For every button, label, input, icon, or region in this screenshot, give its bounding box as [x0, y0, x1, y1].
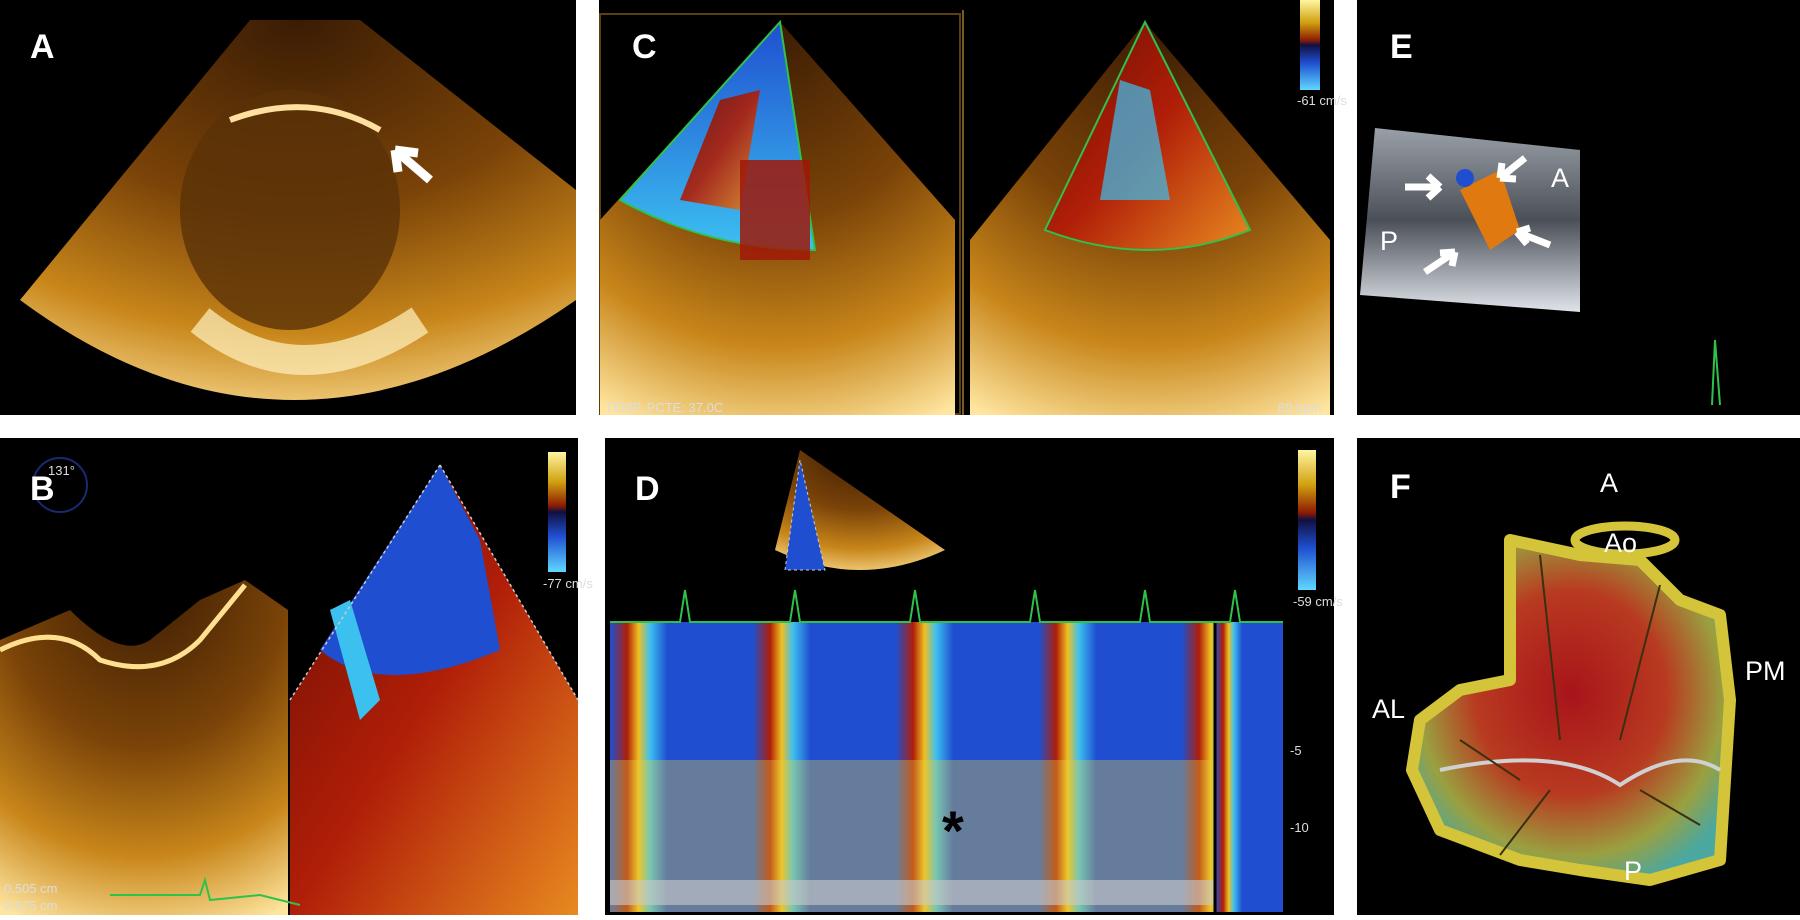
panel-a: A [0, 0, 576, 415]
depth-tick-5: -5 [1290, 743, 1302, 758]
posterior-label: P [1380, 226, 1398, 256]
panel-e: A P E [1357, 0, 1800, 415]
anterior-label: A [1551, 163, 1569, 193]
scale-min-label: -77 cm/s [543, 576, 593, 591]
ecg-trace [610, 589, 1283, 623]
ecg-trace [1711, 339, 1721, 406]
heart-rate-readout: 89 bpm [1278, 400, 1321, 415]
anterolateral-label: AL [1372, 694, 1405, 724]
aorta-label: Ao [1604, 528, 1637, 558]
panel-label-c: C [632, 28, 657, 66]
3d-color-volume [1360, 128, 1580, 312]
anterior-label: A [1600, 468, 1618, 498]
scale-min-label: -59 cm/s [1293, 594, 1343, 609]
panel-f: A Ao PM AL P F [1357, 438, 1800, 915]
temperature-readout: TEMP. PCTE: 37.0C [605, 400, 723, 415]
depth-tick-10: -10 [1290, 820, 1309, 835]
arrow-icons [1405, 155, 1552, 275]
velocity-scale [1298, 450, 1316, 590]
ecg-trace [110, 876, 301, 906]
panel-label-a: A [30, 28, 55, 66]
posteromedial-label: PM [1745, 656, 1786, 686]
panel-label-e: E [1390, 28, 1413, 66]
arrow-icon [390, 145, 433, 184]
velocity-scale [1300, 0, 1320, 90]
color-m-mode-trace [610, 622, 1215, 912]
measurement-1: 0.505 cm [4, 881, 57, 896]
panel-label-f: F [1390, 468, 1411, 506]
panel-d: -59 cm/s -5 -10 * D [605, 438, 1343, 915]
panel-label-b: B [30, 470, 55, 508]
measurement-2: 0.675 cm [4, 898, 57, 913]
panel-label-d: D [635, 470, 660, 508]
asterisk-marker: * [942, 799, 964, 862]
panel-b: -77 cm/s 131° 0.505 cm 0.675 cm B [0, 438, 593, 915]
scale-min-label: -61 cm/s [1297, 93, 1347, 108]
probe-angle-readout: 131° [48, 463, 75, 478]
posterior-label: P [1624, 856, 1642, 886]
panel-c: -61 cm/s TEMP. PCTE: 37.0C 89 bpm C [599, 0, 1347, 415]
probe-angle-icon [32, 457, 88, 513]
velocity-scale [548, 452, 566, 572]
